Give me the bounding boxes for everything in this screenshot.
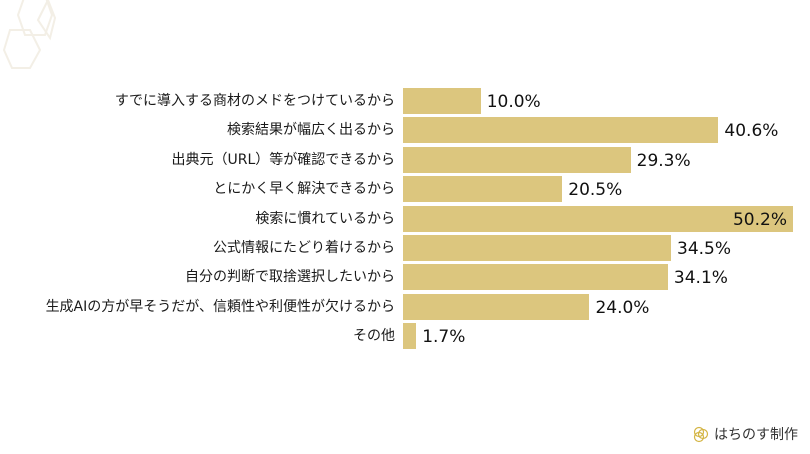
chart-row: すでに導入する商材のメドをつけているから 10.0% (0, 88, 810, 114)
chart-row: 自分の判断で取捨選択したいから 34.1% (0, 264, 810, 291)
chart-row: 出典元（URL）等が確認できるから 29.3% (0, 146, 810, 173)
category-label: とにかく早く解決できるから (213, 181, 395, 198)
value-label: 24.0% (595, 297, 650, 318)
bar (403, 293, 590, 320)
chart-row: 検索に慣れているから 50.2% (0, 205, 810, 232)
category-label: すでに導入する商材のメドをつけているから (114, 93, 395, 109)
honeycomb-watermark-icon (2, 0, 57, 69)
chart-row: 公式情報にたどり着けるから 34.5% (0, 235, 810, 261)
brand-name: はちのす制作 (714, 427, 798, 443)
chart-row: その他 1.7% (0, 323, 810, 350)
value-label: 34.5% (677, 239, 732, 259)
bar (403, 117, 719, 144)
chart-row: 生成AIの方が早そうだが、信頼性や利便性が欠けるから 24.0% (0, 293, 810, 320)
value-label: 20.5% (568, 180, 623, 201)
category-label: 出典元（URL）等が確認できるから (171, 151, 396, 168)
category-label: 検索に慣れているから (255, 210, 395, 227)
value-label: 29.3% (636, 150, 691, 171)
value-label: 50.2% (732, 209, 787, 230)
category-label: 検索結果が幅広く出るから (227, 122, 395, 139)
category-label: 生成AIの方が早そうだが、信頼性や利便性が欠けるから (45, 298, 395, 315)
category-label: 自分の判断で取捨選択したいから (185, 269, 395, 286)
bar (403, 88, 481, 114)
brand-footer: はちのす制作 (692, 424, 798, 444)
category-label: その他 (353, 328, 395, 345)
honeycomb-logo-icon (693, 426, 709, 443)
chart-row: 検索結果が幅広く出るから 40.6% (0, 117, 810, 144)
category-label: 公式情報にたどり着けるから (213, 240, 395, 256)
bar (403, 235, 672, 261)
value-label: 34.1% (673, 268, 728, 289)
bar (403, 264, 668, 291)
bar (403, 323, 417, 350)
bar (403, 205, 793, 232)
bar (403, 176, 563, 203)
value-label: 10.0% (486, 92, 541, 112)
value-label: 1.7% (422, 327, 466, 348)
bar (403, 146, 631, 173)
value-label: 40.6% (724, 121, 779, 142)
chart-row: とにかく早く解決できるから 20.5% (0, 176, 810, 203)
